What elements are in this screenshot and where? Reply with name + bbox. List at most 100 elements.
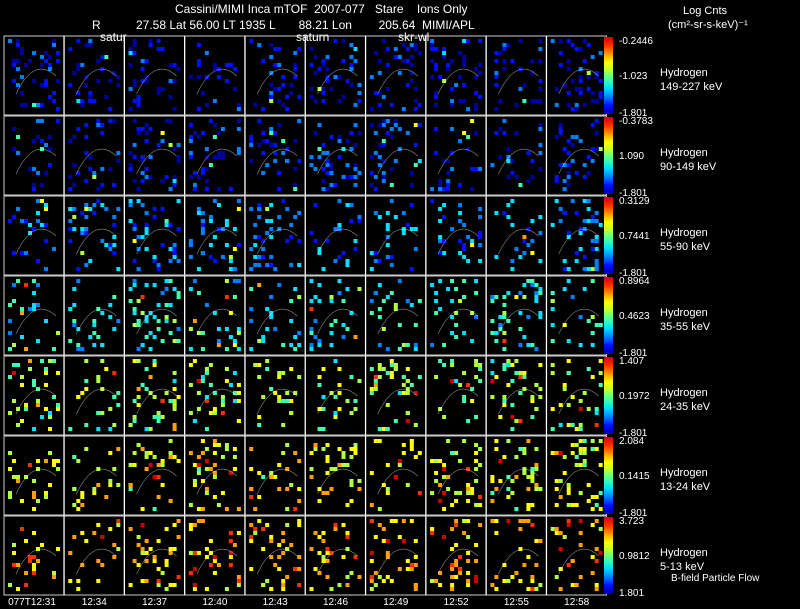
count-pixel [36,119,40,123]
count-pixel [598,507,603,511]
count-pixel [172,251,177,255]
count-pixel [510,491,515,495]
count-pixel [265,523,270,527]
count-pixel [112,467,117,471]
count-pixel [385,347,390,351]
count-pixel [236,507,241,511]
count-pixel [176,143,181,147]
count-pixel [458,567,463,571]
count-pixel [44,239,48,243]
field-line [437,228,479,255]
count-pixel [16,479,20,483]
count-pixel [494,587,499,591]
count-pixel [594,411,599,415]
field-line [377,68,419,95]
count-pixel [32,379,36,383]
count-pixel [168,331,173,335]
count-pixel [562,323,567,327]
count-pixel [345,163,350,167]
count-pixel [454,451,459,455]
count-pixel [196,135,201,139]
count-pixel [172,175,177,179]
count-pixel [590,315,595,319]
count-pixel [32,507,36,511]
count-pixel [172,319,177,323]
count-pixel [72,163,77,167]
count-pixel [373,91,378,95]
count-pixel [313,99,318,103]
count-pixel [269,43,274,47]
count-pixel [317,67,322,71]
field-line [196,308,238,335]
count-pixel [168,439,173,443]
field-line [256,468,298,495]
count-pixel [574,135,579,139]
count-pixel [357,91,362,95]
count-pixel [297,159,302,163]
count-pixel [236,331,241,335]
count-pixel [160,339,165,343]
count-pixel [478,39,483,43]
count-pixel [389,579,394,583]
count-pixel [309,451,314,455]
count-pixel [257,263,262,267]
count-pixel [293,67,298,71]
count-pixel [128,87,133,91]
count-pixel [80,251,85,255]
count-pixel [188,571,193,575]
panel-0-5 [305,35,366,116]
count-pixel [381,527,386,531]
count-pixel [92,331,97,335]
count-pixel [462,55,467,59]
count-pixel [269,143,274,147]
count-pixel [216,339,221,343]
count-pixel [228,471,233,475]
count-pixel [76,395,81,399]
count-pixel [349,63,354,67]
count-pixel [72,287,77,291]
count-pixel [220,455,225,459]
count-pixel [514,455,519,459]
count-pixel [405,379,410,383]
count-pixel [108,451,113,455]
count-pixel [88,43,93,47]
panel-3-4 [244,275,306,356]
count-pixel [212,235,217,239]
count-pixel [442,251,447,255]
panel-3-8 [485,275,547,356]
count-pixel [236,107,241,111]
count-pixel [438,183,443,187]
count-pixel [232,279,237,283]
count-pixel [273,159,278,163]
count-pixel [369,471,374,475]
count-pixel [538,47,543,51]
count-pixel [249,467,254,471]
count-pixel [409,63,414,67]
count-pixel [502,455,507,459]
count-pixel [430,459,435,463]
count-pixel [389,135,394,139]
count-pixel [204,427,209,431]
colorbar-mid-label: 1.090 [619,151,645,162]
count-pixel [92,343,97,347]
count-pixel [466,467,471,471]
count-pixel [212,123,217,127]
count-pixel [578,231,583,235]
count-pixel [401,539,406,543]
count-pixel [333,411,338,415]
count-pixel [470,167,475,171]
count-pixel [249,159,254,163]
count-pixel [20,47,24,51]
count-pixel [598,439,603,443]
count-pixel [478,523,483,527]
count-pixel [136,563,141,567]
panel-6-2 [124,515,185,596]
count-pixel [578,67,583,71]
count-pixel [164,279,169,283]
count-pixel [128,151,133,155]
count-pixel [204,487,209,491]
count-pixel [128,299,133,303]
count-pixel [377,215,382,219]
panel-6-3 [184,515,246,596]
